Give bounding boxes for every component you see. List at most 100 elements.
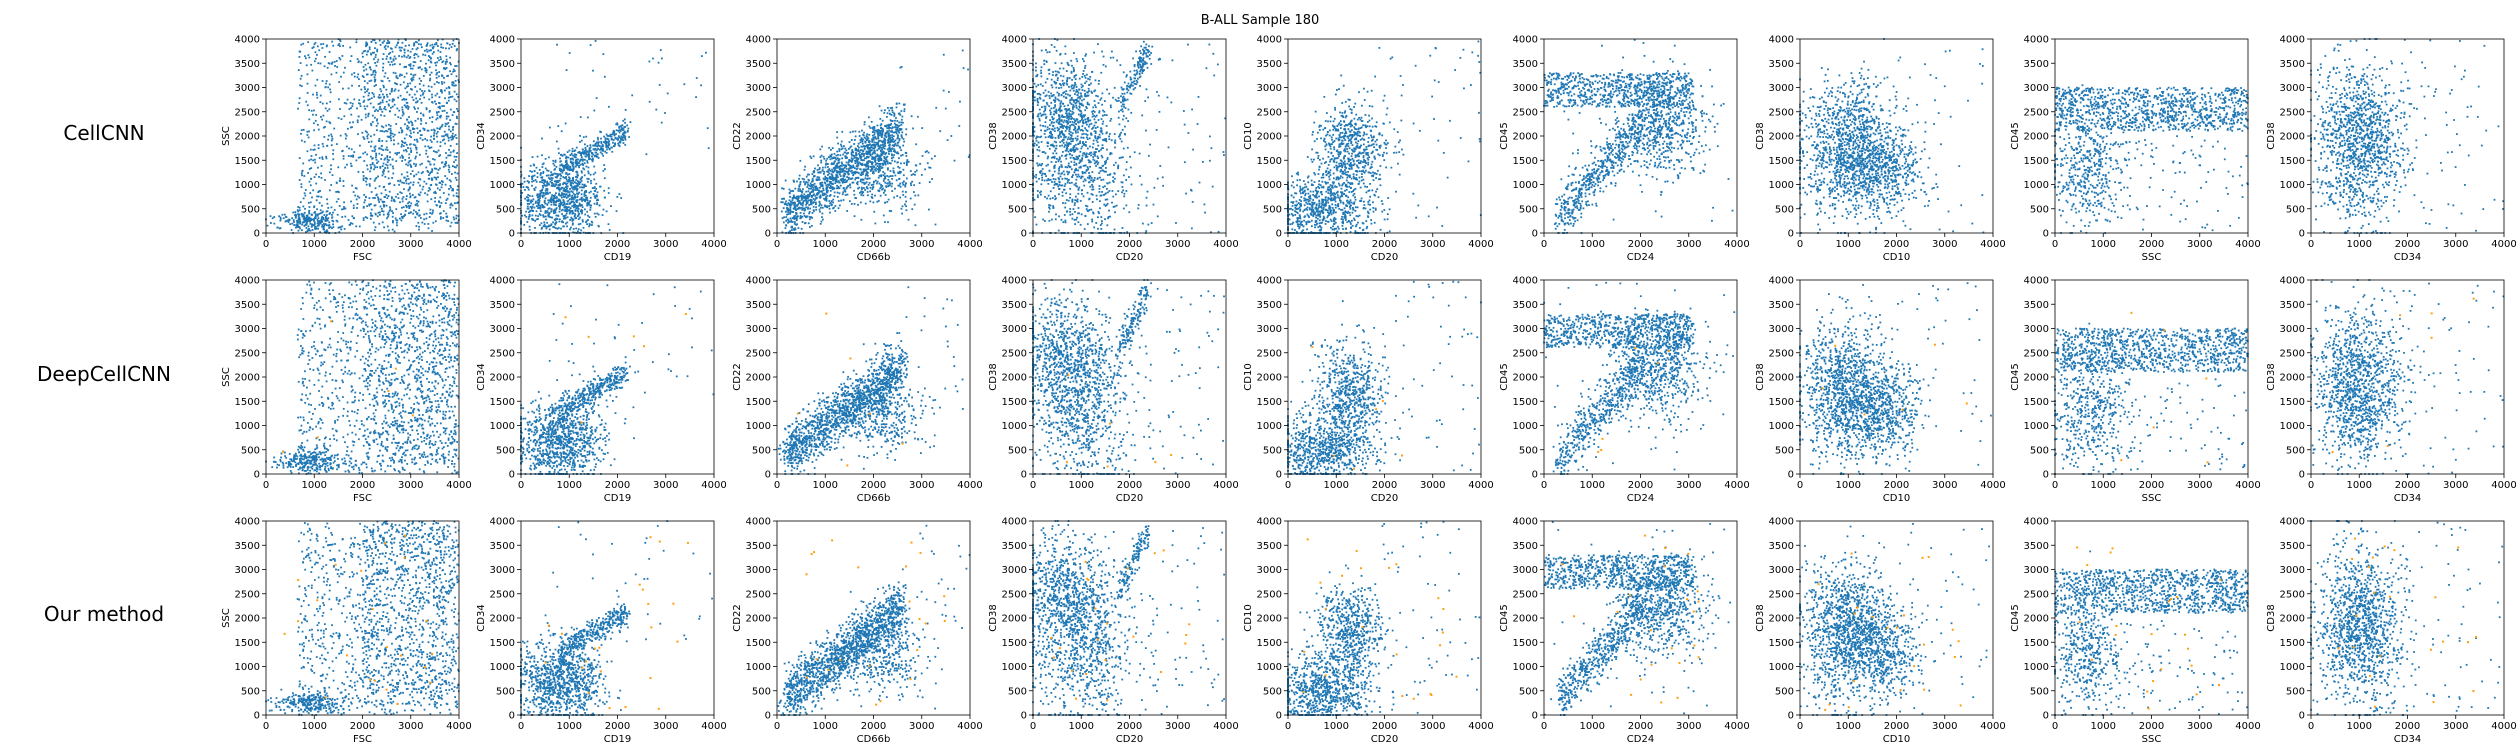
data-point xyxy=(267,225,269,227)
data-point xyxy=(568,157,570,159)
data-point xyxy=(594,190,596,192)
data-point xyxy=(543,182,545,184)
data-point xyxy=(569,188,571,190)
data-point xyxy=(572,213,574,215)
data-point xyxy=(544,195,546,197)
data-point xyxy=(395,72,397,74)
data-point xyxy=(588,178,590,180)
data-point xyxy=(418,39,420,41)
data-point xyxy=(452,151,454,153)
data-point xyxy=(372,150,374,152)
data-point xyxy=(416,139,418,141)
data-point xyxy=(548,184,550,186)
data-point xyxy=(374,81,376,83)
data-point xyxy=(403,188,405,190)
data-point xyxy=(358,99,360,101)
data-point xyxy=(309,192,311,194)
data-point xyxy=(412,124,414,126)
data-point xyxy=(451,222,453,224)
data-point xyxy=(553,198,555,200)
data-point xyxy=(404,52,406,54)
data-point xyxy=(385,130,387,132)
data-point xyxy=(348,155,350,157)
data-point xyxy=(347,99,349,101)
data-point xyxy=(382,101,384,103)
data-point xyxy=(587,205,589,207)
data-point xyxy=(574,213,576,215)
data-point xyxy=(450,109,452,111)
data-point xyxy=(289,223,291,225)
data-point xyxy=(441,105,443,107)
data-point xyxy=(424,145,426,147)
data-point xyxy=(351,85,353,87)
data-point xyxy=(392,222,394,224)
data-point xyxy=(338,81,340,83)
data-point xyxy=(366,217,368,219)
data-point xyxy=(456,165,458,167)
data-point xyxy=(321,216,323,218)
data-point xyxy=(427,156,429,158)
data-point xyxy=(363,217,365,219)
data-point xyxy=(603,164,605,166)
data-point xyxy=(448,171,450,173)
data-point xyxy=(415,147,417,149)
scatter-panel: 0 1000 2000 3000 400005001000150020002500300… xyxy=(221,35,472,264)
data-point xyxy=(301,213,303,215)
data-point xyxy=(420,123,422,125)
data-point xyxy=(581,180,583,182)
data-point xyxy=(369,48,371,50)
data-point xyxy=(423,213,425,215)
data-point xyxy=(455,167,457,169)
data-point xyxy=(408,153,410,155)
data-point xyxy=(446,87,448,89)
data-point xyxy=(594,195,596,197)
data-point xyxy=(453,82,455,84)
data-point xyxy=(528,208,530,210)
data-point xyxy=(367,51,369,53)
data-point xyxy=(366,184,368,186)
data-point xyxy=(547,204,549,206)
data-point xyxy=(418,56,420,58)
data-point xyxy=(301,140,303,142)
data-point xyxy=(455,177,457,179)
data-point xyxy=(439,182,441,184)
data-point xyxy=(415,163,417,165)
data-point xyxy=(553,226,555,228)
data-point xyxy=(425,63,427,65)
data-point xyxy=(376,194,378,196)
data-point xyxy=(402,42,404,44)
data-point xyxy=(363,96,365,98)
data-point xyxy=(310,159,312,161)
data-point xyxy=(529,195,531,197)
data-point xyxy=(592,160,594,162)
data-point xyxy=(381,80,383,82)
data-point xyxy=(391,177,393,179)
data-point xyxy=(421,68,423,70)
data-point xyxy=(380,158,382,160)
data-point xyxy=(375,178,377,180)
data-point xyxy=(588,192,590,194)
data-point xyxy=(444,90,446,92)
data-point xyxy=(399,191,401,193)
data-point xyxy=(272,217,274,219)
data-point xyxy=(315,183,317,185)
data-point xyxy=(299,226,301,228)
data-point xyxy=(300,133,302,135)
data-point xyxy=(456,192,458,194)
data-point xyxy=(382,165,384,167)
data-point xyxy=(407,128,409,130)
data-point xyxy=(415,165,417,167)
data-point xyxy=(280,220,282,222)
data-point xyxy=(557,218,559,220)
data-point xyxy=(358,78,360,80)
data-point xyxy=(428,59,430,61)
data-point xyxy=(581,197,583,199)
data-point xyxy=(326,214,328,216)
data-point xyxy=(381,148,383,150)
data-point xyxy=(413,76,415,78)
data-point xyxy=(413,181,415,183)
data-point xyxy=(374,167,376,169)
data-point xyxy=(424,223,426,225)
data-point xyxy=(386,157,388,159)
data-point xyxy=(572,191,574,193)
